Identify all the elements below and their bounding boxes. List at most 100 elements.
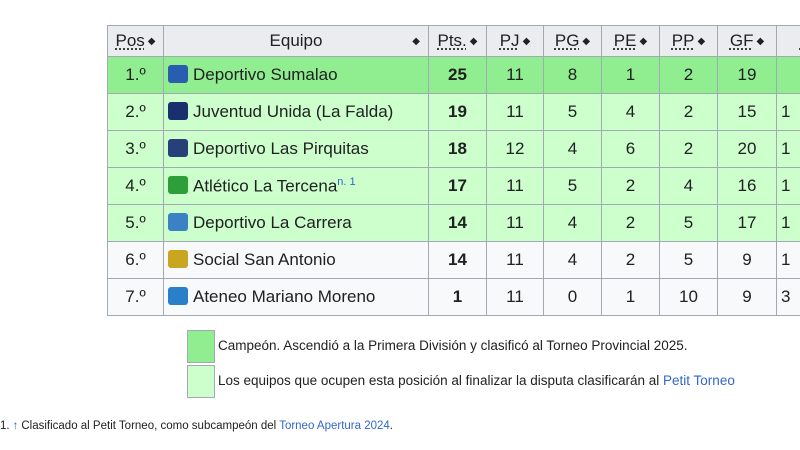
team-crest-icon (168, 102, 188, 120)
cell-pj: 11 (486, 167, 544, 205)
table-row: 1.º Deportivo Sumalao 25 11 8 1 2 19 (107, 56, 800, 94)
cell-g (776, 56, 800, 94)
cell-pts: 18 (428, 130, 487, 168)
team-name[interactable]: Atlético La Tercena (193, 176, 338, 196)
sort-icon[interactable]: ◆ (147, 36, 156, 48)
team-crest-icon (168, 65, 188, 83)
column-header-g[interactable]: G (776, 25, 800, 57)
column-header-pj[interactable]: PJ ◆ (486, 25, 544, 57)
column-header-gf[interactable]: GF ◆ (717, 25, 777, 57)
footnote-ref[interactable]: n. 1 (337, 175, 356, 188)
column-header-pos[interactable]: Pos ◆ (107, 25, 164, 57)
team-crest-icon (168, 250, 188, 268)
table-row: 3.º Deportivo Las Pirquitas 18 12 4 6 2 20 1 (107, 130, 800, 168)
team-crest-icon (168, 139, 188, 157)
cell-pos: 7.º (107, 278, 164, 316)
cell-pe: 1 (601, 56, 660, 94)
sort-icon[interactable]: ◆ (582, 36, 591, 48)
table-row: 7.º Ateneo Mariano Moreno 1 11 0 1 10 9 3 (107, 278, 800, 316)
column-header-equipo[interactable]: Equipo ◆ (163, 25, 429, 57)
table-row: 2.º Juventud Unida (La Falda) 19 11 5 4 2 15 1 (107, 93, 800, 131)
sort-icon[interactable]: ◆ (756, 36, 765, 48)
team-name[interactable]: Deportivo Las Pirquitas (193, 139, 369, 158)
cell-gf: 9 (717, 278, 777, 316)
cell-pg: 8 (543, 56, 602, 94)
sort-icon[interactable]: ◆ (697, 36, 706, 48)
cell-pos: 6.º (107, 241, 164, 279)
cell-pp: 2 (659, 93, 718, 131)
cell-pe: 2 (601, 167, 660, 205)
cell-pj: 11 (486, 278, 544, 316)
torneo-apertura-link[interactable]: Torneo Apertura 2024 (279, 420, 390, 432)
cell-gf: 16 (717, 167, 777, 205)
legend-swatch (187, 330, 215, 363)
cell-gf: 9 (717, 241, 777, 279)
cell-pp: 2 (659, 130, 718, 168)
sort-icon[interactable]: ◆ (412, 36, 420, 47)
sort-icon[interactable]: ◆ (639, 36, 648, 48)
standings-table: Pos◆Equipo◆Pts.◆PJ◆PG◆PE◆PP◆GF◆G 1.º Depo… (107, 25, 800, 316)
footnote-text: Clasificado al Petit Torneo, como subcam… (21, 420, 280, 432)
cell-pp: 4 (659, 167, 718, 205)
cell-gf: 19 (717, 56, 777, 94)
footnote: 1. ↑ Clasificado al Petit Torneo, como sub… (0, 420, 393, 432)
cell-pts: 14 (428, 204, 487, 242)
cell-pts: 19 (428, 93, 487, 131)
cell-pos: 1.º (107, 56, 164, 94)
cell-pos: 3.º (107, 130, 164, 168)
team-name[interactable]: Juventud Unida (La Falda) (193, 102, 394, 121)
cell-g: 3 (776, 278, 800, 316)
cell-team[interactable]: Juventud Unida (La Falda) (163, 93, 429, 131)
cell-g: 1 (776, 241, 800, 279)
sort-icon[interactable]: ◆ (469, 36, 478, 48)
petit-torneo-link[interactable]: Petit Torneo (663, 373, 735, 388)
column-header-pe[interactable]: PE ◆ (601, 25, 660, 57)
cell-pg: 5 (543, 167, 602, 205)
standings-table-container: Pos◆Equipo◆Pts.◆PJ◆PG◆PE◆PP◆GF◆G 1.º Depo… (107, 25, 800, 316)
cell-g: 1 (776, 130, 800, 168)
cell-team[interactable]: Ateneo Mariano Moreno (163, 278, 429, 316)
table-row: 6.º Social San Antonio 14 11 4 2 5 9 1 (107, 241, 800, 279)
cell-team[interactable]: Social San Antonio (163, 241, 429, 279)
cell-g: 1 (776, 204, 800, 242)
cell-gf: 20 (717, 130, 777, 168)
cell-pp: 5 (659, 241, 718, 279)
cell-pts: 17 (428, 167, 487, 205)
team-name[interactable]: Social San Antonio (193, 250, 336, 269)
cell-pts: 25 (428, 56, 487, 94)
column-header-pp[interactable]: PP ◆ (659, 25, 718, 57)
cell-pe: 4 (601, 93, 660, 131)
cell-pos: 2.º (107, 93, 164, 131)
sort-icon[interactable]: ◆ (522, 36, 531, 48)
cell-pg: 5 (543, 93, 602, 131)
cell-pj: 11 (486, 56, 544, 94)
cell-pe: 6 (601, 130, 660, 168)
legend-text: Campeón. Ascendió a la Primera División … (218, 338, 688, 353)
legend-swatch (187, 365, 215, 398)
cell-pe: 1 (601, 278, 660, 316)
footnote-backlink[interactable]: ↑ (12, 420, 19, 432)
team-name[interactable]: Ateneo Mariano Moreno (193, 287, 376, 306)
cell-g: 1 (776, 93, 800, 131)
cell-pj: 11 (486, 241, 544, 279)
table-row: 5.º Deportivo La Carrera 14 11 4 2 5 17 1 (107, 204, 800, 242)
column-header-pg[interactable]: PG ◆ (543, 25, 602, 57)
cell-team[interactable]: Deportivo Las Pirquitas (163, 130, 429, 168)
cell-gf: 15 (717, 93, 777, 131)
team-name[interactable]: Deportivo La Carrera (193, 213, 352, 232)
footnote-number: 1. (0, 420, 10, 432)
cell-pts: 1 (428, 278, 487, 316)
cell-team[interactable]: Atlético La Tercenan. 1 (163, 167, 429, 205)
cell-pe: 2 (601, 204, 660, 242)
team-crest-icon (168, 213, 188, 231)
cell-team[interactable]: Deportivo La Carrera (163, 204, 429, 242)
team-crest-icon (168, 287, 188, 305)
cell-pp: 2 (659, 56, 718, 94)
cell-pg: 0 (543, 278, 602, 316)
team-name[interactable]: Deportivo Sumalao (193, 65, 338, 84)
cell-team[interactable]: Deportivo Sumalao (163, 56, 429, 94)
cell-pj: 11 (486, 93, 544, 131)
cell-pp: 10 (659, 278, 718, 316)
column-header-pts[interactable]: Pts. ◆ (428, 25, 487, 57)
cell-pg: 4 (543, 130, 602, 168)
